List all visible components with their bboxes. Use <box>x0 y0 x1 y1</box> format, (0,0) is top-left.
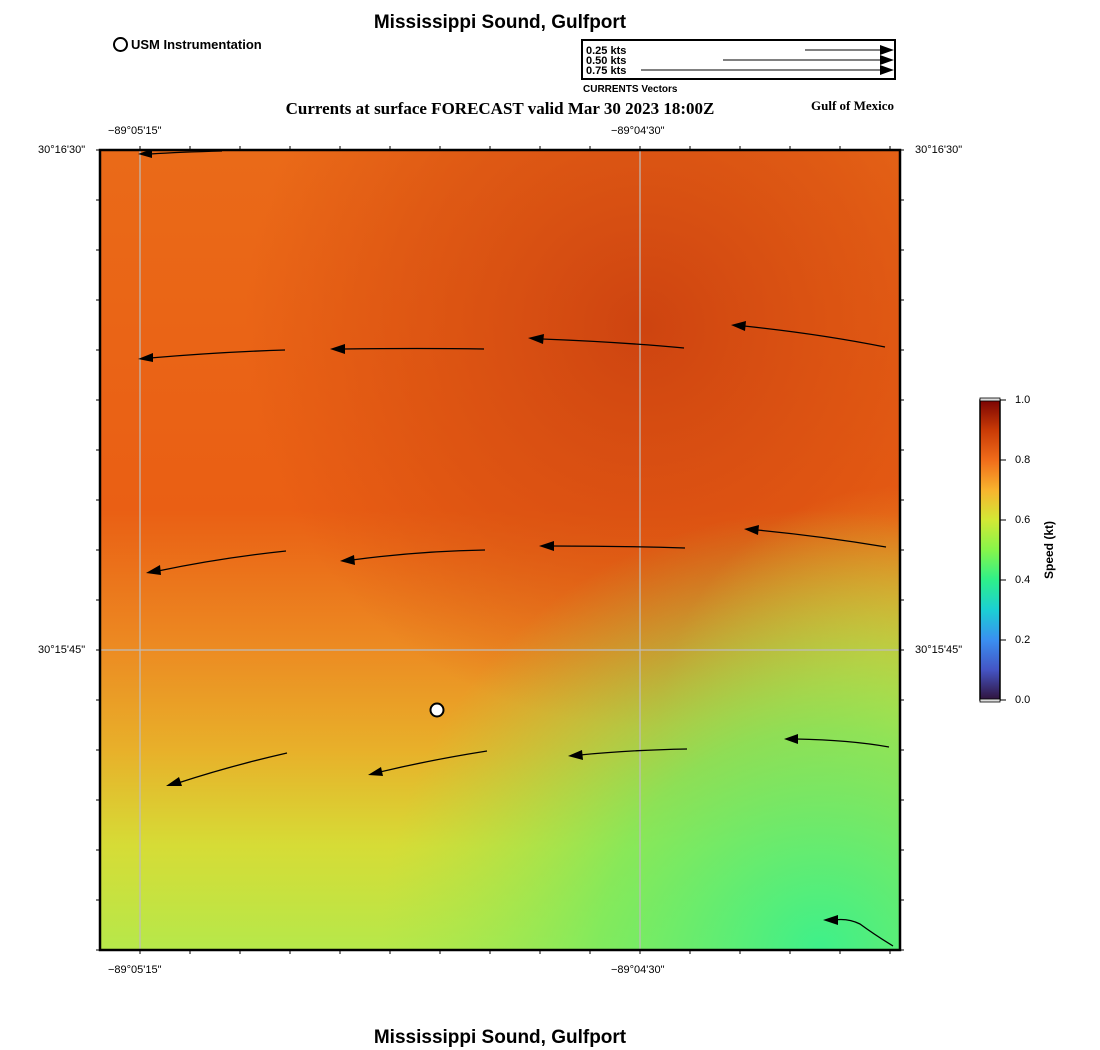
graticule <box>100 150 900 950</box>
current-vector <box>149 349 286 359</box>
current-vector <box>579 748 688 756</box>
current-vector-head <box>568 750 583 760</box>
legend-arrow-head <box>880 65 894 75</box>
vector-legend-arrows <box>641 45 894 75</box>
y-tick-label-left: 30°15'45" <box>38 644 86 656</box>
colorbar-ramp <box>979 399 1001 701</box>
colorbar-tick: 0.4 <box>1015 574 1031 586</box>
frame-ticks <box>96 146 904 954</box>
current-vector-head <box>146 565 161 575</box>
region-label: Gulf of Mexico <box>811 98 895 113</box>
speed-colorbar <box>979 397 1006 703</box>
current-vector-head <box>340 555 355 565</box>
forecast-subtitle: Currents at surface FORECAST valid Mar 3… <box>285 99 715 118</box>
current-vector <box>343 347 485 350</box>
station-legend: USM Instrumentation <box>113 37 262 52</box>
vector-legend-entry: 0.50 kts <box>586 55 627 67</box>
y-tick-label-right: 30°15'45" <box>915 644 963 656</box>
current-vector <box>743 325 886 348</box>
legend-arrow-head <box>880 45 894 55</box>
current-vector <box>833 918 894 947</box>
current-vector <box>351 549 486 561</box>
colorbar-tick: 0.6 <box>1015 514 1031 526</box>
current-vector-head <box>138 353 153 362</box>
current-vector-head <box>731 321 746 331</box>
current-vector-head <box>528 334 544 344</box>
colorbar-tick: 0.2 <box>1015 634 1031 646</box>
x-tick-label-top: −89°05'15" <box>108 125 162 137</box>
current-vector-head <box>744 525 759 535</box>
current-vector <box>541 338 685 349</box>
y-tick-label-right: 30°16'30" <box>915 144 963 156</box>
current-vector <box>379 750 488 773</box>
vector-legend-entry: 0.75 kts <box>586 65 627 77</box>
current-vector <box>756 529 887 548</box>
x-tick-label-bottom: −89°04'30" <box>611 964 665 976</box>
speed-field <box>100 150 900 950</box>
station-marker[interactable] <box>429 702 445 718</box>
current-vector <box>551 545 686 549</box>
current-vector-head <box>784 734 798 744</box>
colorbar-tick: 0.0 <box>1015 694 1031 706</box>
station-legend-label: USM Instrumentation <box>131 37 262 52</box>
footer-title: Mississippi Sound, Gulfport <box>373 1027 627 1048</box>
map-title: Mississippi Sound, Gulfport <box>373 12 627 33</box>
colorbar-tick: 1.0 <box>1015 394 1031 406</box>
x-tick-label-bottom: −89°05'15" <box>108 964 162 976</box>
y-tick-label-left: 30°16'30" <box>38 144 86 156</box>
current-vector <box>157 550 287 572</box>
vector-legend: 0.25 kts 0.50 kts 0.75 kts <box>581 39 896 80</box>
x-tick-label-top: −89°04'30" <box>611 125 665 137</box>
current-vector-head <box>823 915 838 925</box>
speed-field-low-zone <box>100 150 900 950</box>
station-marker-icon <box>113 37 128 52</box>
colorbar-tick: 0.8 <box>1015 454 1031 466</box>
current-vector <box>795 738 890 748</box>
current-vector-head <box>166 777 182 786</box>
current-vector <box>177 752 288 784</box>
current-vector-head <box>539 541 554 551</box>
current-vector-head <box>368 767 383 776</box>
colorbar-label: Speed (kt) <box>1042 521 1056 580</box>
vector-legend-entry: 0.25 kts <box>586 45 627 57</box>
legend-arrow-head <box>880 55 894 65</box>
vector-legend-title: CURRENTS Vectors <box>583 84 678 95</box>
current-vector-head <box>330 344 345 354</box>
